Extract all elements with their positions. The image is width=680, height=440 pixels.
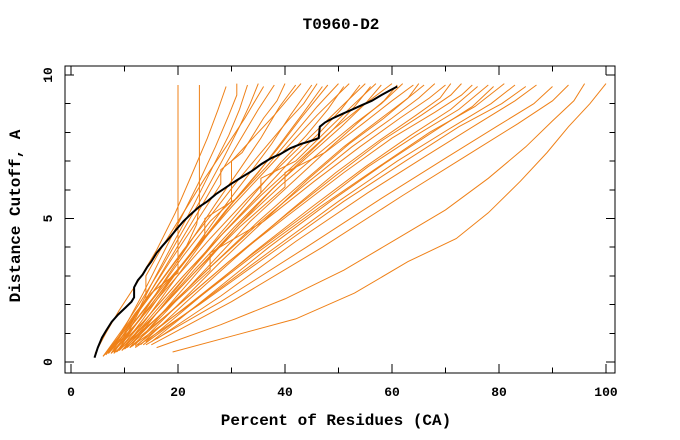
x-tick-label: 100	[594, 385, 618, 400]
model-curves	[129, 86, 345, 348]
model-curves	[124, 84, 473, 350]
model-curves	[118, 83, 404, 351]
x-tick-label: 20	[170, 385, 186, 400]
model-curves	[137, 83, 420, 346]
y-tick-label: 5	[41, 214, 56, 222]
model-curves	[107, 83, 238, 354]
y-axis-label: Distance Cutoff, A	[7, 129, 25, 303]
model-curves	[151, 84, 569, 346]
model-curves	[124, 84, 382, 350]
model-curves	[140, 83, 452, 346]
x-tick-label: 80	[491, 385, 507, 400]
x-tick-label: 60	[384, 385, 400, 400]
model-curves	[126, 84, 425, 348]
model-curves	[145, 86, 553, 346]
x-axis-label: Percent of Residues (CA)	[220, 412, 452, 430]
model-curves	[116, 84, 297, 353]
model-curves	[129, 83, 505, 349]
model-curves	[156, 83, 586, 349]
model-curves	[142, 84, 516, 346]
model-curves	[113, 83, 339, 353]
model-curves	[108, 83, 366, 354]
model-curves	[105, 83, 286, 356]
model-curves	[134, 86, 527, 349]
model-curves	[172, 83, 607, 353]
model-curves	[113, 84, 414, 354]
model-curves	[102, 83, 318, 357]
model-curves	[116, 84, 446, 353]
y-tick-label: 10	[41, 67, 56, 83]
x-tick-label: 40	[277, 385, 293, 400]
y-tick-label: 0	[41, 358, 56, 366]
model-curves	[110, 83, 393, 354]
model-curves	[150, 86, 494, 343]
model-curves	[118, 86, 265, 351]
highlighted-curve	[93, 85, 398, 359]
model-curves	[105, 83, 350, 356]
model-curves	[121, 83, 436, 351]
chart-title: T0960-D2	[302, 16, 380, 34]
model-curves	[134, 84, 489, 347]
plot-frame	[64, 65, 616, 374]
x-tick-label: 0	[67, 385, 75, 400]
model-curves	[94, 86, 227, 354]
model-curves	[145, 86, 478, 343]
model-curves	[156, 84, 537, 340]
